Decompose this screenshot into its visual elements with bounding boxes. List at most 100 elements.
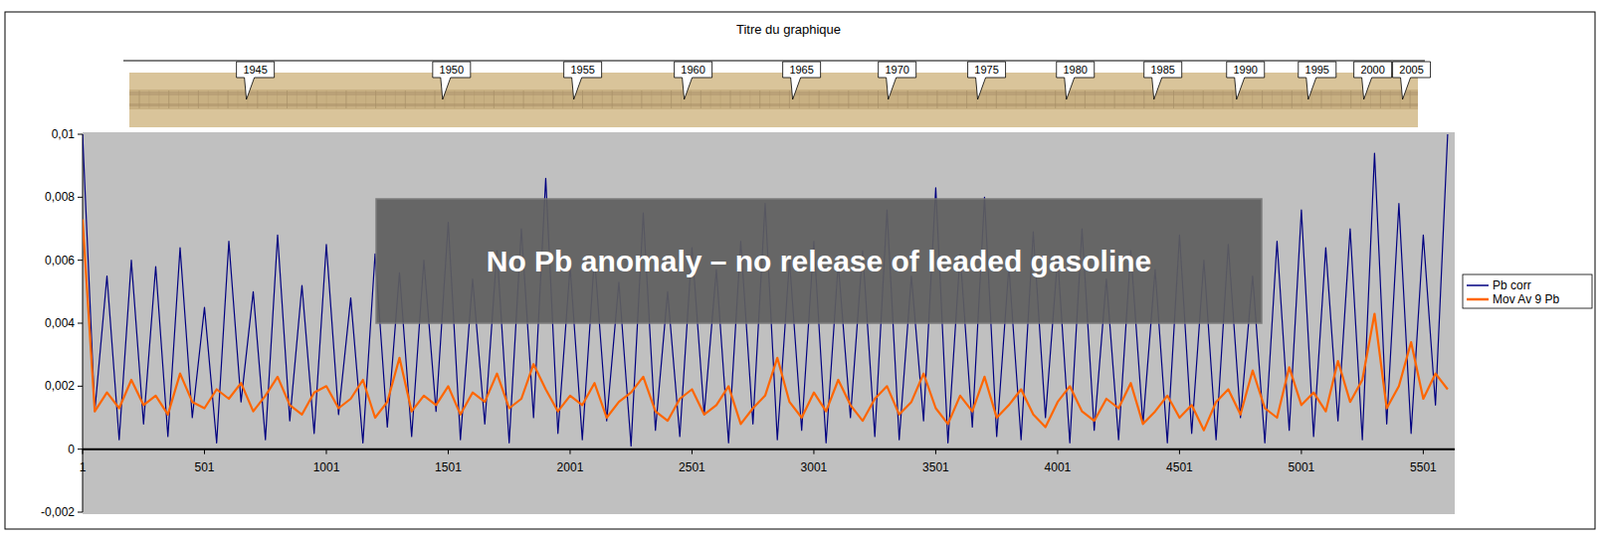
- core-ring: [336, 90, 338, 109]
- x-tick: [691, 449, 693, 455]
- x-tick-label: 5001: [1288, 460, 1316, 475]
- core-ring: [897, 90, 899, 109]
- legend: Pb corrMov Av 9 Pb: [1462, 274, 1593, 309]
- core-ring: [927, 90, 929, 109]
- core-ring: [680, 90, 682, 109]
- x-tick: [569, 449, 571, 455]
- core-ring: [198, 90, 200, 109]
- core-ring: [779, 90, 781, 109]
- legend-label: Pb corr: [1492, 278, 1532, 293]
- y-tick: [77, 259, 83, 261]
- x-tick-label: 4001: [1044, 460, 1072, 475]
- year-label: 2005: [1399, 63, 1423, 76]
- core-ring: [316, 90, 318, 109]
- core-ring: [966, 90, 968, 109]
- core-ring: [306, 90, 308, 109]
- core-ring: [631, 90, 633, 109]
- core-ring: [799, 90, 800, 109]
- core-ring: [217, 90, 219, 109]
- core-ring: [789, 90, 791, 109]
- core-ring: [828, 90, 830, 109]
- annotation-box: [376, 199, 1262, 324]
- y-tick-label: 0,008: [44, 190, 75, 204]
- core-ring: [188, 90, 190, 109]
- year-callout: [1393, 61, 1431, 100]
- x-tick-label: 1001: [313, 460, 341, 475]
- core-ring: [237, 90, 239, 109]
- y-tick: [77, 323, 83, 325]
- core-ring: [739, 90, 741, 109]
- core-ring: [1311, 90, 1313, 109]
- core-ring: [917, 90, 919, 109]
- core-ring: [1360, 90, 1362, 109]
- x-tick-label: 2001: [557, 460, 585, 475]
- core-ring: [1173, 90, 1175, 109]
- x-tick-label: 1: [79, 460, 87, 475]
- core-ring: [139, 90, 141, 109]
- core-ring: [690, 90, 692, 109]
- core-rule: [123, 60, 1425, 62]
- y-tick: [77, 134, 83, 136]
- core-ring: [562, 90, 564, 109]
- core-ring: [1202, 90, 1204, 109]
- year-label: 1965: [789, 63, 813, 76]
- x-tick: [325, 449, 327, 455]
- series-line: [82, 134, 1448, 447]
- core-ring: [552, 90, 554, 109]
- core-ring: [463, 90, 465, 109]
- core-ring: [453, 90, 455, 109]
- chart: Titre du graphique-0,00200,0020,0040,006…: [0, 0, 1600, 539]
- x-tick-label: 1501: [434, 460, 462, 475]
- year-callout: [968, 61, 1006, 100]
- y-tick-label: -0,002: [40, 505, 75, 520]
- core-ring: [286, 90, 288, 109]
- core-ring: [640, 90, 642, 109]
- y-tick: [77, 512, 83, 514]
- year-callout: [1144, 61, 1183, 100]
- year-callout: [564, 61, 602, 100]
- year-label: 1950: [439, 63, 464, 76]
- legend-label: Mov Av 9 Pb: [1492, 292, 1560, 307]
- y-tick-label: 0: [67, 442, 75, 457]
- chart-border: [4, 11, 1596, 530]
- year-callout: [432, 61, 471, 100]
- core-ring: [650, 90, 652, 109]
- year-label: 1955: [570, 63, 595, 76]
- core-ring: [1034, 90, 1036, 109]
- core-ring: [503, 90, 505, 109]
- core-ring: [808, 90, 810, 109]
- core-ring: [542, 90, 544, 109]
- core-ring: [1143, 90, 1145, 109]
- series-group: [82, 134, 1448, 447]
- core-ring: [1370, 90, 1372, 109]
- core-ring: [769, 90, 771, 109]
- core-ring: [847, 90, 849, 109]
- core-ring: [1005, 90, 1007, 109]
- core-ring: [611, 90, 613, 109]
- core-ring: [1015, 90, 1017, 109]
- year-label: 1990: [1232, 63, 1257, 76]
- core-ring: [533, 90, 535, 109]
- core-ring: [660, 90, 662, 109]
- core-ring: [582, 90, 584, 109]
- core-ring: [1271, 90, 1273, 109]
- core-ring: [1025, 90, 1027, 109]
- core-ring: [1330, 90, 1332, 109]
- core-ring: [276, 90, 278, 109]
- core-ring: [1350, 90, 1352, 109]
- core-ring: [946, 90, 948, 109]
- plot-area: [82, 132, 1455, 515]
- core-ring: [621, 90, 623, 109]
- year-callout: [674, 61, 713, 100]
- core-ring: [720, 90, 722, 109]
- core-ring: [1074, 90, 1076, 109]
- core-band: [129, 89, 1418, 110]
- x-tick: [1300, 449, 1302, 455]
- year-callout: [1056, 61, 1095, 100]
- core-ring: [700, 90, 702, 109]
- core-ring: [424, 90, 426, 109]
- core-ring: [483, 90, 485, 109]
- core-ring: [877, 90, 879, 109]
- year-callout: [1354, 61, 1393, 100]
- core-ring: [355, 90, 357, 109]
